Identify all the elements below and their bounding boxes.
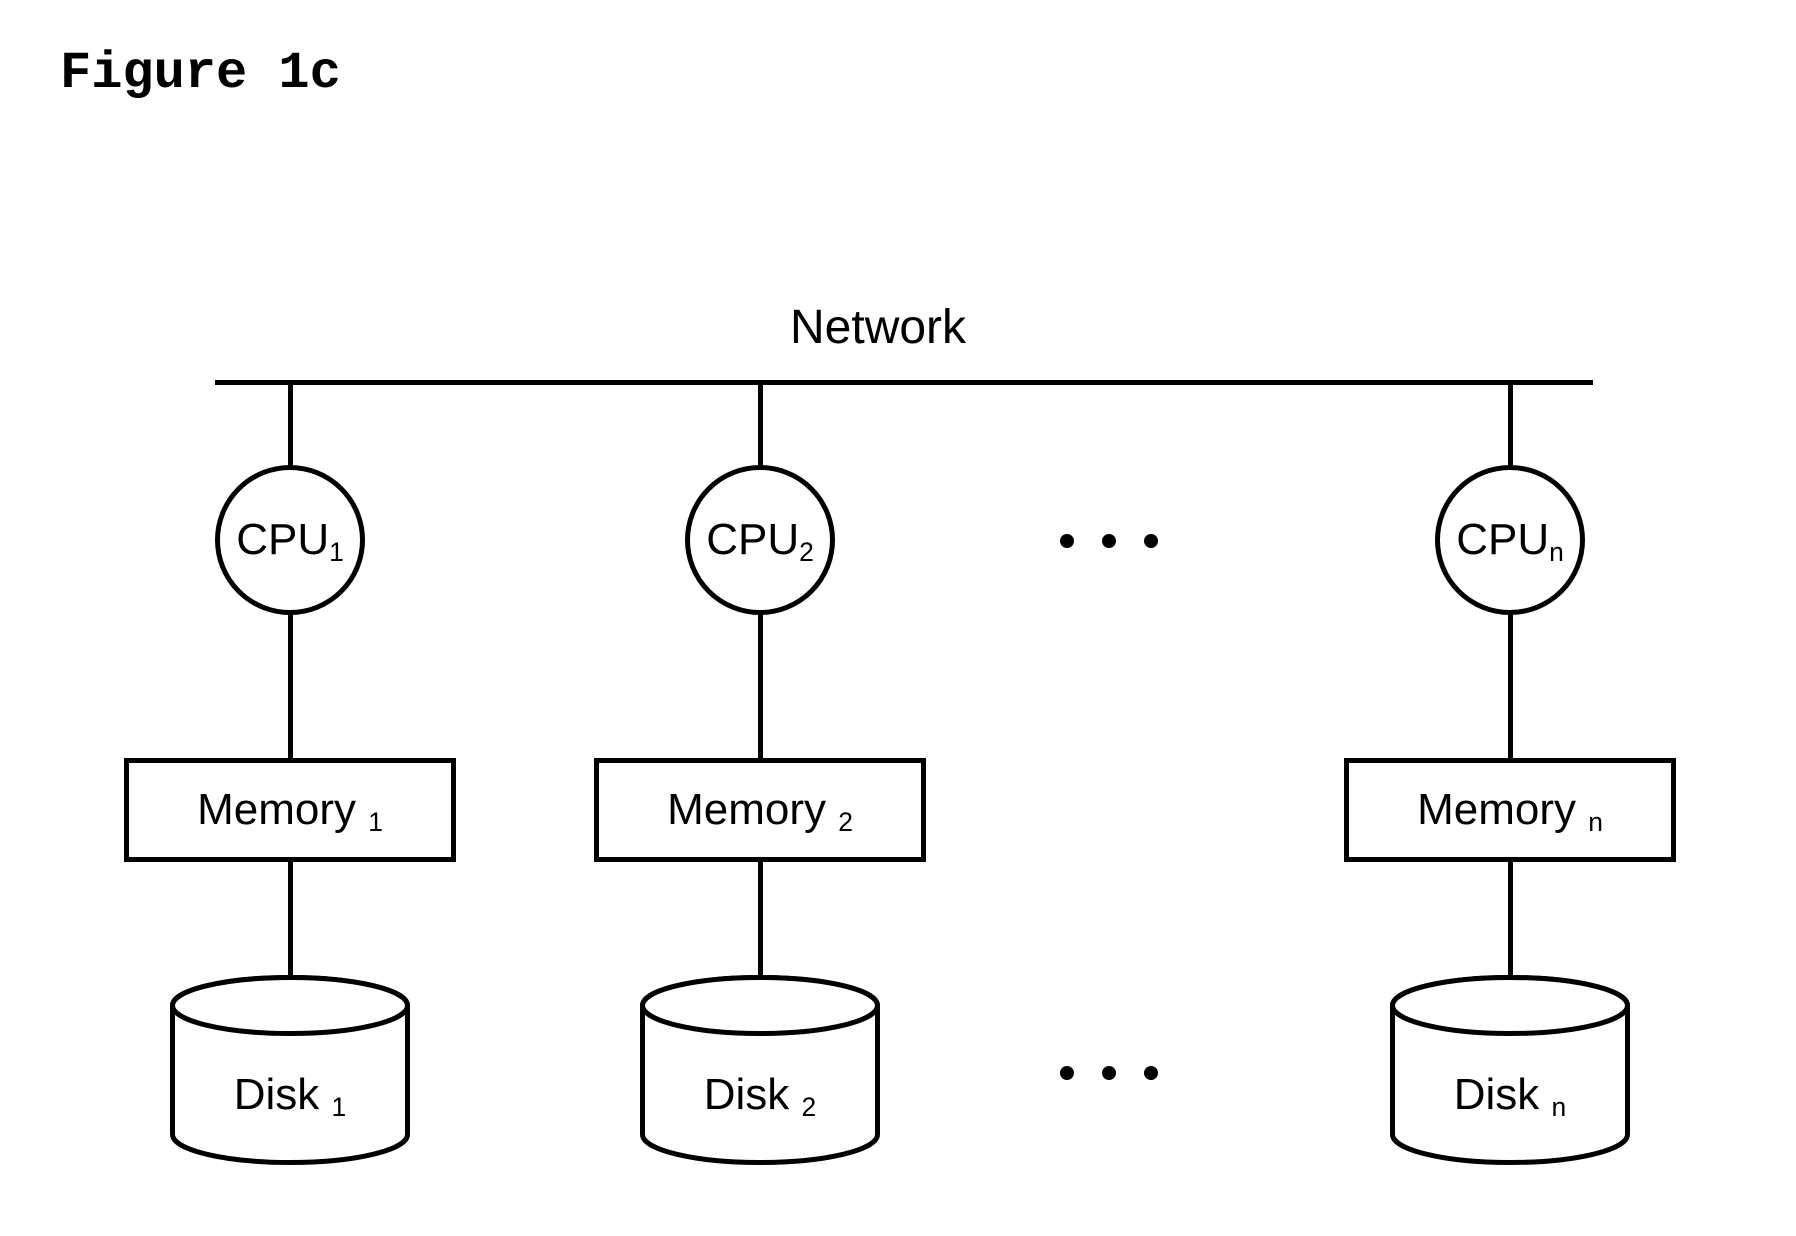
ellipsis-icon bbox=[1060, 1066, 1158, 1080]
disk-node-2: Disk 2 bbox=[640, 975, 880, 1165]
connector-line bbox=[1508, 860, 1513, 977]
connector-line bbox=[215, 380, 1588, 385]
cpu-node-1: CPU1 bbox=[215, 465, 365, 615]
memory-label-text: Memory bbox=[1417, 785, 1576, 835]
cpu-label: CPUn bbox=[1456, 515, 1564, 565]
disk-label-text: Disk bbox=[704, 1070, 790, 1120]
disk-label-sub: n bbox=[1552, 1092, 1567, 1123]
cpu-label-sub: n bbox=[1549, 537, 1564, 568]
disk-node-n: Disk n bbox=[1390, 975, 1630, 1165]
connector-line bbox=[1588, 380, 1593, 385]
disk-label-text: Disk bbox=[234, 1070, 320, 1120]
connector-line bbox=[1508, 380, 1513, 469]
disk-node-1: Disk 1 bbox=[170, 975, 410, 1165]
cpu-label: CPU1 bbox=[236, 515, 344, 565]
disk-label: Disk 1 bbox=[170, 1070, 410, 1120]
disk-label-sub: 1 bbox=[332, 1092, 347, 1123]
connector-line bbox=[758, 611, 763, 760]
ellipsis-dot bbox=[1144, 1066, 1158, 1080]
connector-line bbox=[1508, 611, 1513, 760]
cpu-label-sub: 1 bbox=[329, 537, 344, 568]
memory-label-text: Memory bbox=[197, 785, 356, 835]
disk-label-text: Disk bbox=[1454, 1070, 1540, 1120]
cpu-label-sub: 2 bbox=[799, 537, 814, 568]
memory-label: Memory 1 bbox=[197, 785, 383, 835]
memory-node-n: Memory n bbox=[1344, 758, 1676, 862]
ellipsis-icon bbox=[1060, 534, 1158, 548]
figure-title: Figure 1c bbox=[60, 44, 341, 103]
cpu-label-text: CPU bbox=[706, 515, 799, 565]
ellipsis-dot bbox=[1102, 1066, 1116, 1080]
memory-node-2: Memory 2 bbox=[594, 758, 926, 862]
memory-label-text: Memory bbox=[667, 785, 826, 835]
ellipsis-dot bbox=[1144, 534, 1158, 548]
memory-label: Memory n bbox=[1417, 785, 1603, 835]
cpu-label: CPU2 bbox=[706, 515, 814, 565]
memory-label: Memory 2 bbox=[667, 785, 853, 835]
network-label: Network bbox=[790, 300, 966, 355]
connector-line bbox=[288, 611, 293, 760]
memory-label-sub: n bbox=[1588, 807, 1603, 838]
connector-line bbox=[758, 860, 763, 977]
connector-line bbox=[215, 380, 220, 385]
cpu-node-2: CPU2 bbox=[685, 465, 835, 615]
ellipsis-dot bbox=[1060, 1066, 1074, 1080]
memory-node-1: Memory 1 bbox=[124, 758, 456, 862]
connector-line bbox=[758, 380, 763, 469]
disk-label: Disk n bbox=[1390, 1070, 1630, 1120]
connector-line bbox=[288, 380, 293, 469]
disk-label-sub: 2 bbox=[802, 1092, 817, 1123]
ellipsis-dot bbox=[1102, 534, 1116, 548]
memory-label-sub: 2 bbox=[838, 807, 853, 838]
cpu-label-text: CPU bbox=[236, 515, 329, 565]
cpu-label-text: CPU bbox=[1456, 515, 1549, 565]
disk-label: Disk 2 bbox=[640, 1070, 880, 1120]
memory-label-sub: 1 bbox=[368, 807, 383, 838]
connector-line bbox=[288, 860, 293, 977]
ellipsis-dot bbox=[1060, 534, 1074, 548]
cpu-node-n: CPUn bbox=[1435, 465, 1585, 615]
